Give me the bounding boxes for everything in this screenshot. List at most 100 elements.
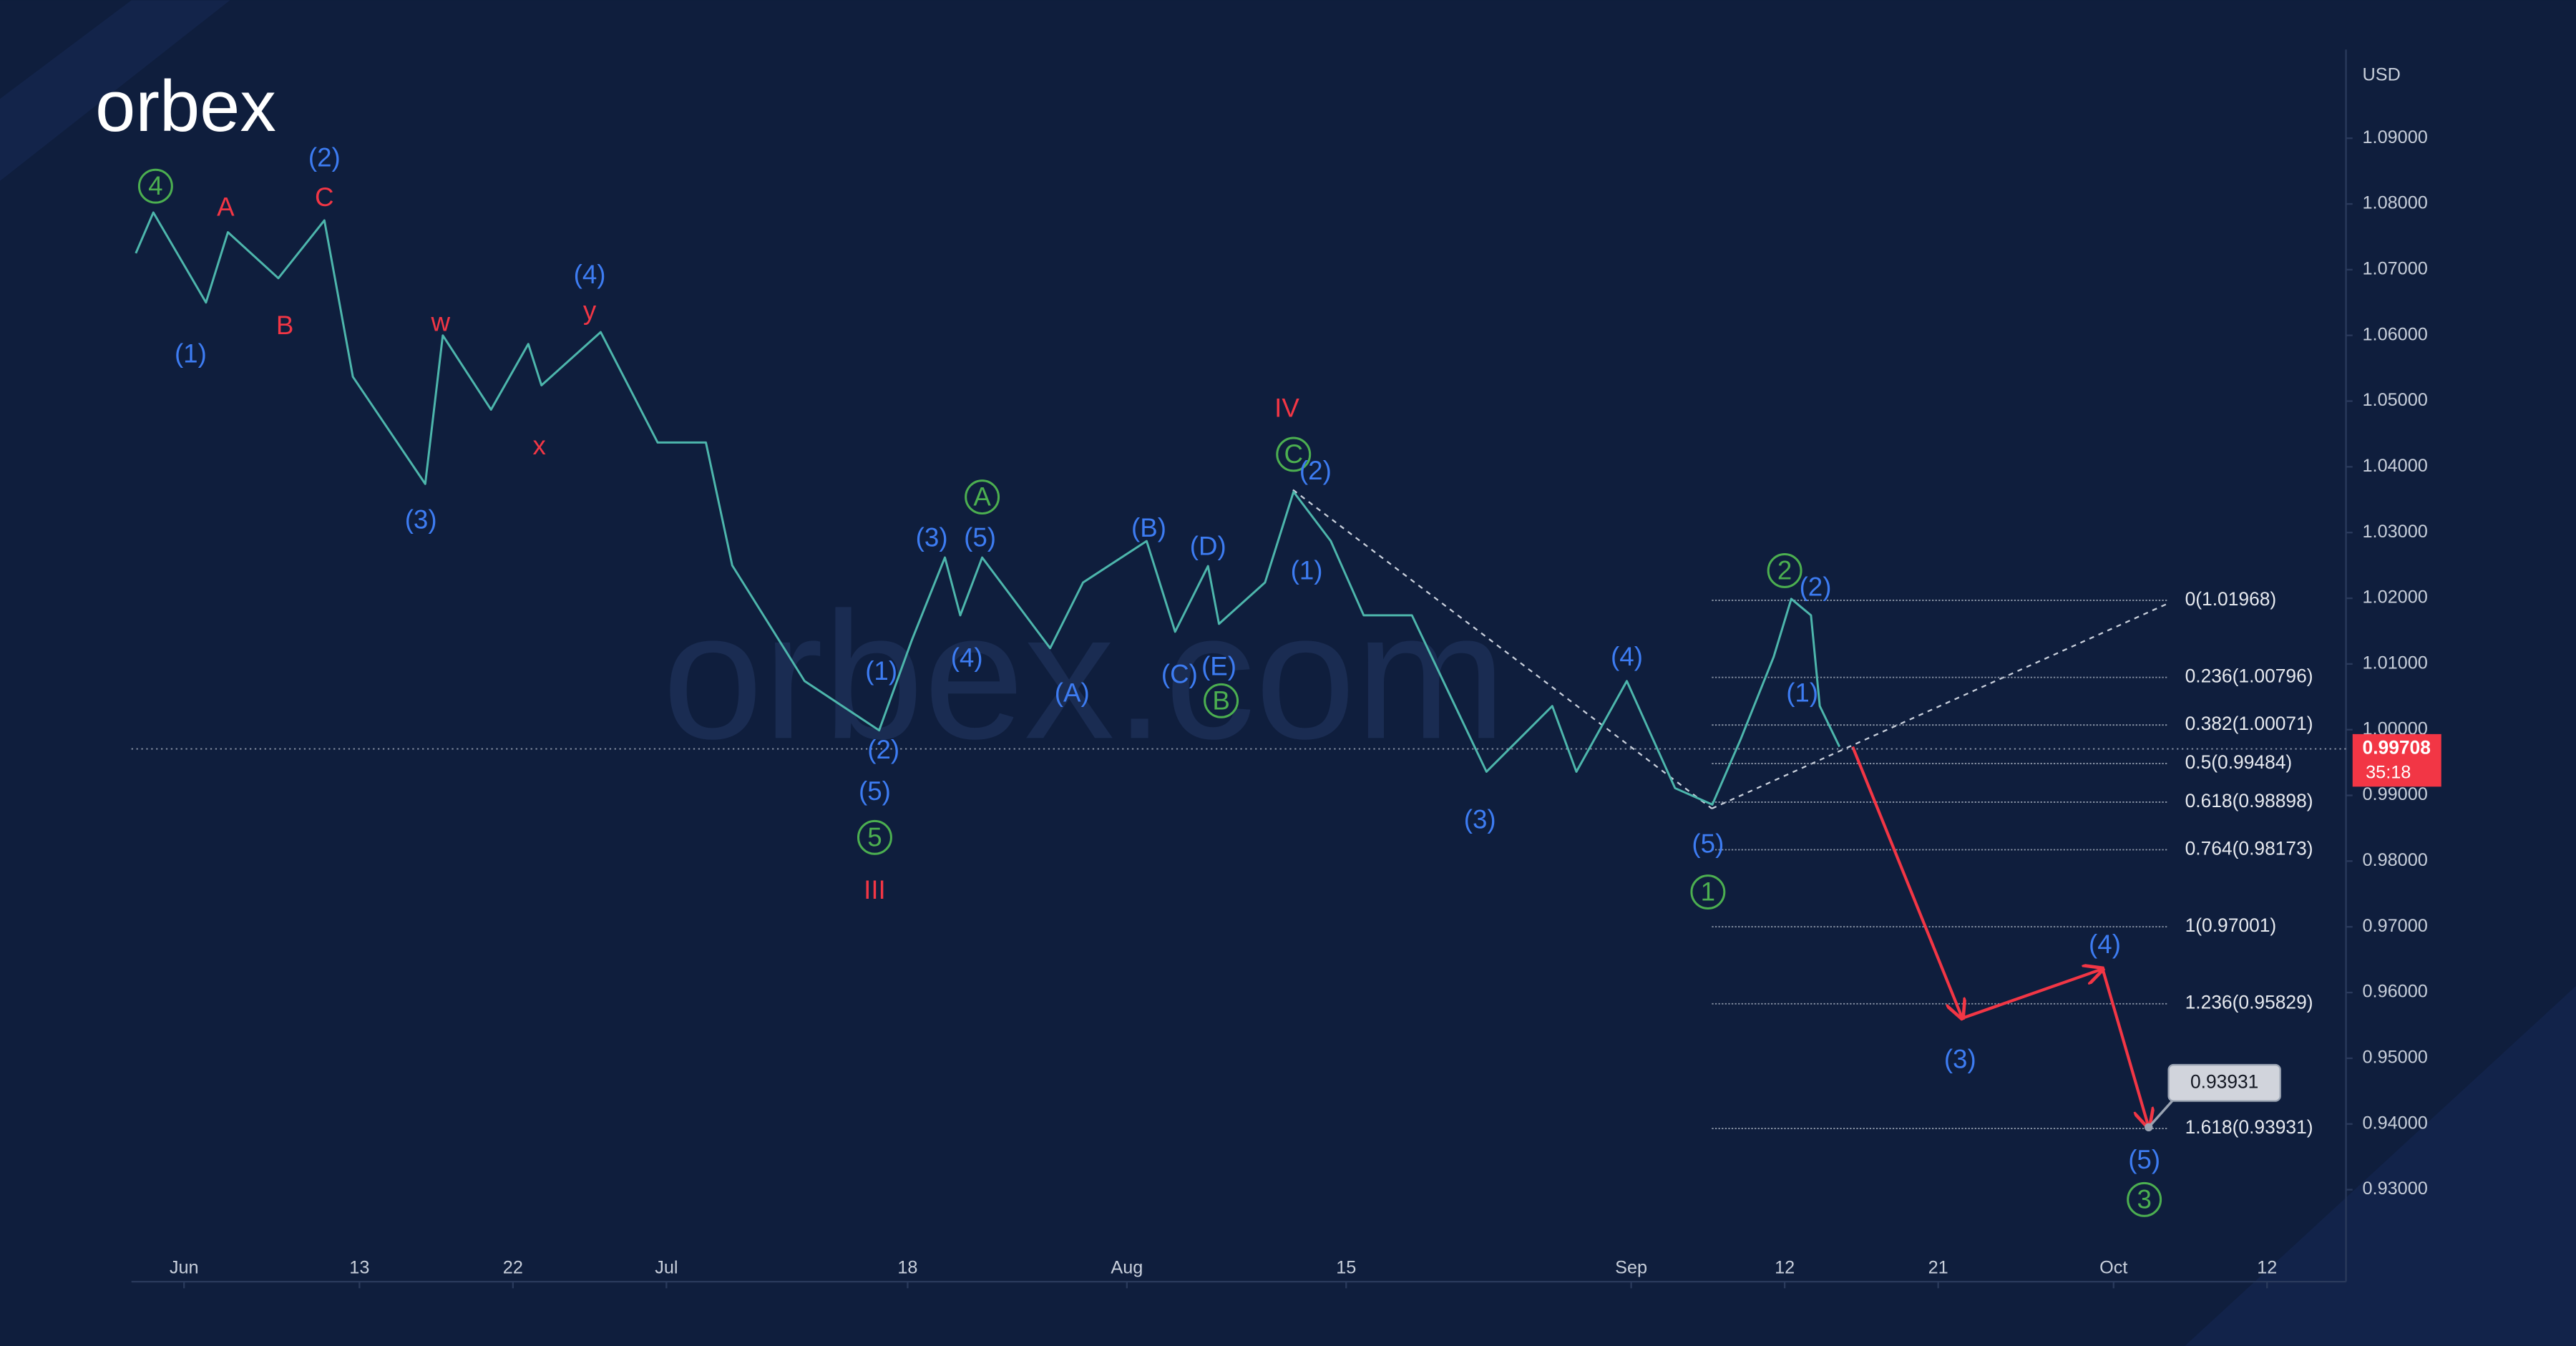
- wave-label: 3: [2137, 1184, 2151, 1214]
- wave-label: (2): [1299, 456, 1332, 485]
- trend-line: [1711, 602, 2170, 809]
- x-tick-label: 12: [1775, 1257, 1795, 1277]
- target-box: [2167, 1063, 2281, 1102]
- y-tick-label: 0.97000: [2363, 916, 2428, 936]
- wave-circle: [1276, 437, 1312, 472]
- x-tick-label: 21: [1928, 1257, 1948, 1277]
- y-tick-label: 1.02000: [2363, 587, 2428, 608]
- wave-label: (4): [574, 260, 606, 289]
- wave-label: (B): [1131, 513, 1166, 542]
- decor: [0, 0, 230, 181]
- wave-label: w: [430, 307, 450, 336]
- fib-label: 1(0.97001): [2185, 915, 2277, 936]
- projection-arrow: [2101, 968, 2148, 1127]
- wave-label: A: [217, 192, 235, 222]
- x-tick-label: 13: [349, 1257, 369, 1277]
- decor: [2185, 985, 2576, 1346]
- wave-label: x: [532, 431, 545, 460]
- wave-label: C: [315, 182, 334, 212]
- x-tick-label: 15: [1336, 1257, 1356, 1277]
- fib-label: 0.5(0.99484): [2185, 751, 2293, 773]
- wave-label: (4): [1611, 642, 1643, 671]
- target-point: [2145, 1123, 2153, 1132]
- y-tick-label: 1.01000: [2363, 653, 2428, 673]
- wave-label: (3): [916, 523, 948, 552]
- x-tick-label: 22: [503, 1257, 523, 1277]
- x-tick-label: 18: [897, 1257, 917, 1277]
- wave-label: y: [583, 296, 597, 326]
- y-tick-label: 1.08000: [2363, 193, 2428, 213]
- fib-label: 1.618(0.93931): [2185, 1116, 2313, 1138]
- wave-label: 4: [148, 171, 162, 200]
- wave-circle: [2127, 1181, 2162, 1217]
- wave-label: (5): [964, 523, 996, 552]
- wave-label: (3): [1944, 1045, 1976, 1074]
- wave-label: 2: [1777, 555, 1792, 585]
- y-tick-label: 0.96000: [2363, 982, 2428, 1002]
- target-label: 0.93931: [2190, 1071, 2258, 1092]
- fib-label: 1.236(0.95829): [2185, 992, 2313, 1013]
- countdown: 35:18: [2366, 763, 2411, 783]
- wave-label: (3): [405, 505, 437, 535]
- wave-label: 1: [1701, 877, 1715, 907]
- logo: orbex: [95, 67, 276, 147]
- wave-circle: [1204, 683, 1239, 718]
- x-tick-label: Aug: [1111, 1257, 1143, 1277]
- wave-label: A: [973, 482, 991, 512]
- wave-label: (5): [2128, 1145, 2160, 1174]
- wave-label: (C): [1161, 660, 1198, 689]
- wave-circle: [137, 168, 173, 204]
- y-tick-label: 1.07000: [2363, 259, 2428, 279]
- x-tick-label: Jun: [170, 1257, 199, 1277]
- current-price-label: 0.99708: [2363, 736, 2431, 758]
- fib-label: 0.236(1.00796): [2185, 665, 2313, 687]
- wave-circle: [857, 819, 892, 855]
- wave-label: B: [1212, 686, 1230, 715]
- target-leader: [2147, 1096, 2177, 1128]
- wave-label: B: [276, 311, 294, 340]
- fib-label: 0.618(0.98898): [2185, 790, 2313, 811]
- wave-label: (2): [308, 143, 341, 172]
- y-tick-label: 1.06000: [2363, 324, 2428, 344]
- wave-label: (5): [859, 776, 891, 806]
- y-tick-label: 1.09000: [2363, 127, 2428, 147]
- wave-label: (3): [1464, 805, 1496, 834]
- y-tick-label: 1.04000: [2363, 456, 2428, 476]
- wave-label: IV: [1274, 394, 1299, 423]
- wave-label: C: [1284, 439, 1303, 469]
- wave-label: (4): [951, 643, 983, 673]
- currency-label: USD: [2363, 65, 2401, 85]
- wave-label: (1): [1291, 555, 1323, 585]
- wave-label: (4): [2089, 930, 2121, 959]
- wave-label: (A): [1055, 678, 1090, 707]
- x-tick-label: Sep: [1615, 1257, 1647, 1277]
- wave-label: (5): [1692, 829, 1724, 859]
- wave-label: (2): [1800, 572, 1832, 601]
- wave-label: (2): [867, 735, 899, 764]
- wave-label: (D): [1190, 531, 1226, 560]
- wave-circle: [965, 479, 1000, 515]
- wave-circle: [1767, 553, 1802, 588]
- projection-arrow: [1851, 746, 1962, 1018]
- wave-label: (1): [175, 338, 207, 368]
- watermark: orbex.com: [663, 574, 1506, 776]
- wave-label: (E): [1201, 652, 1236, 681]
- wave-label: (1): [1786, 678, 1818, 707]
- y-tick-label: 0.93000: [2363, 1179, 2428, 1199]
- y-tick-label: 0.94000: [2363, 1113, 2428, 1133]
- projection-arrow: [1961, 969, 2102, 1020]
- y-tick-label: 0.95000: [2363, 1048, 2428, 1068]
- y-tick-label: 0.98000: [2363, 850, 2428, 870]
- y-tick-label: 1.05000: [2363, 390, 2428, 410]
- price-line: [135, 211, 1841, 806]
- y-tick-label: 0.99000: [2363, 784, 2428, 804]
- wave-label: 5: [867, 822, 882, 852]
- fib-label: 0(1.01968): [2185, 588, 2277, 610]
- y-tick-label: 1.03000: [2363, 522, 2428, 542]
- wave-label: (1): [865, 656, 897, 686]
- fib-label: 0.382(1.00071): [2185, 713, 2313, 734]
- wave-circle: [1690, 874, 1726, 909]
- fib-label: 0.764(0.98173): [2185, 837, 2313, 859]
- x-tick-label: Jul: [655, 1257, 678, 1277]
